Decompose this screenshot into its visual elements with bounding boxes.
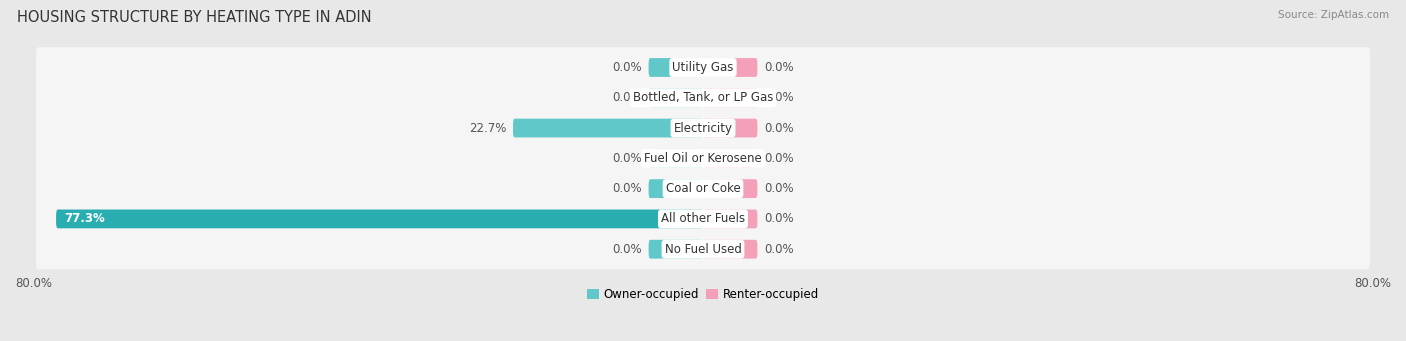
FancyBboxPatch shape [648, 88, 703, 107]
Text: 0.0%: 0.0% [763, 182, 794, 195]
Text: 0.0%: 0.0% [763, 91, 794, 104]
FancyBboxPatch shape [703, 149, 758, 168]
FancyBboxPatch shape [703, 179, 758, 198]
FancyBboxPatch shape [648, 58, 703, 77]
Text: 0.0%: 0.0% [612, 182, 643, 195]
Text: 77.3%: 77.3% [65, 212, 105, 225]
Text: 0.0%: 0.0% [763, 61, 794, 74]
FancyBboxPatch shape [37, 138, 1369, 179]
Text: 0.0%: 0.0% [763, 152, 794, 165]
Text: Coal or Coke: Coal or Coke [665, 182, 741, 195]
FancyBboxPatch shape [648, 240, 703, 258]
Text: 22.7%: 22.7% [470, 121, 506, 135]
Text: Fuel Oil or Kerosene: Fuel Oil or Kerosene [644, 152, 762, 165]
Text: 0.0%: 0.0% [612, 152, 643, 165]
FancyBboxPatch shape [703, 119, 758, 137]
FancyBboxPatch shape [37, 229, 1369, 269]
Text: Electricity: Electricity [673, 121, 733, 135]
FancyBboxPatch shape [703, 240, 758, 258]
Text: 0.0%: 0.0% [612, 243, 643, 256]
FancyBboxPatch shape [648, 179, 703, 198]
Text: No Fuel Used: No Fuel Used [665, 243, 741, 256]
Text: 0.0%: 0.0% [612, 61, 643, 74]
Text: Utility Gas: Utility Gas [672, 61, 734, 74]
FancyBboxPatch shape [37, 199, 1369, 239]
FancyBboxPatch shape [703, 58, 758, 77]
Text: Source: ZipAtlas.com: Source: ZipAtlas.com [1278, 10, 1389, 20]
FancyBboxPatch shape [37, 168, 1369, 209]
FancyBboxPatch shape [703, 88, 758, 107]
FancyBboxPatch shape [703, 209, 758, 228]
Text: Bottled, Tank, or LP Gas: Bottled, Tank, or LP Gas [633, 91, 773, 104]
Text: 0.0%: 0.0% [763, 212, 794, 225]
Text: 0.0%: 0.0% [763, 121, 794, 135]
Text: All other Fuels: All other Fuels [661, 212, 745, 225]
FancyBboxPatch shape [56, 209, 703, 228]
Text: 0.0%: 0.0% [763, 243, 794, 256]
Legend: Owner-occupied, Renter-occupied: Owner-occupied, Renter-occupied [582, 283, 824, 306]
FancyBboxPatch shape [37, 47, 1369, 88]
FancyBboxPatch shape [513, 119, 703, 137]
Text: HOUSING STRUCTURE BY HEATING TYPE IN ADIN: HOUSING STRUCTURE BY HEATING TYPE IN ADI… [17, 10, 371, 25]
FancyBboxPatch shape [37, 108, 1369, 148]
Text: 0.0%: 0.0% [612, 91, 643, 104]
FancyBboxPatch shape [37, 77, 1369, 118]
FancyBboxPatch shape [648, 149, 703, 168]
